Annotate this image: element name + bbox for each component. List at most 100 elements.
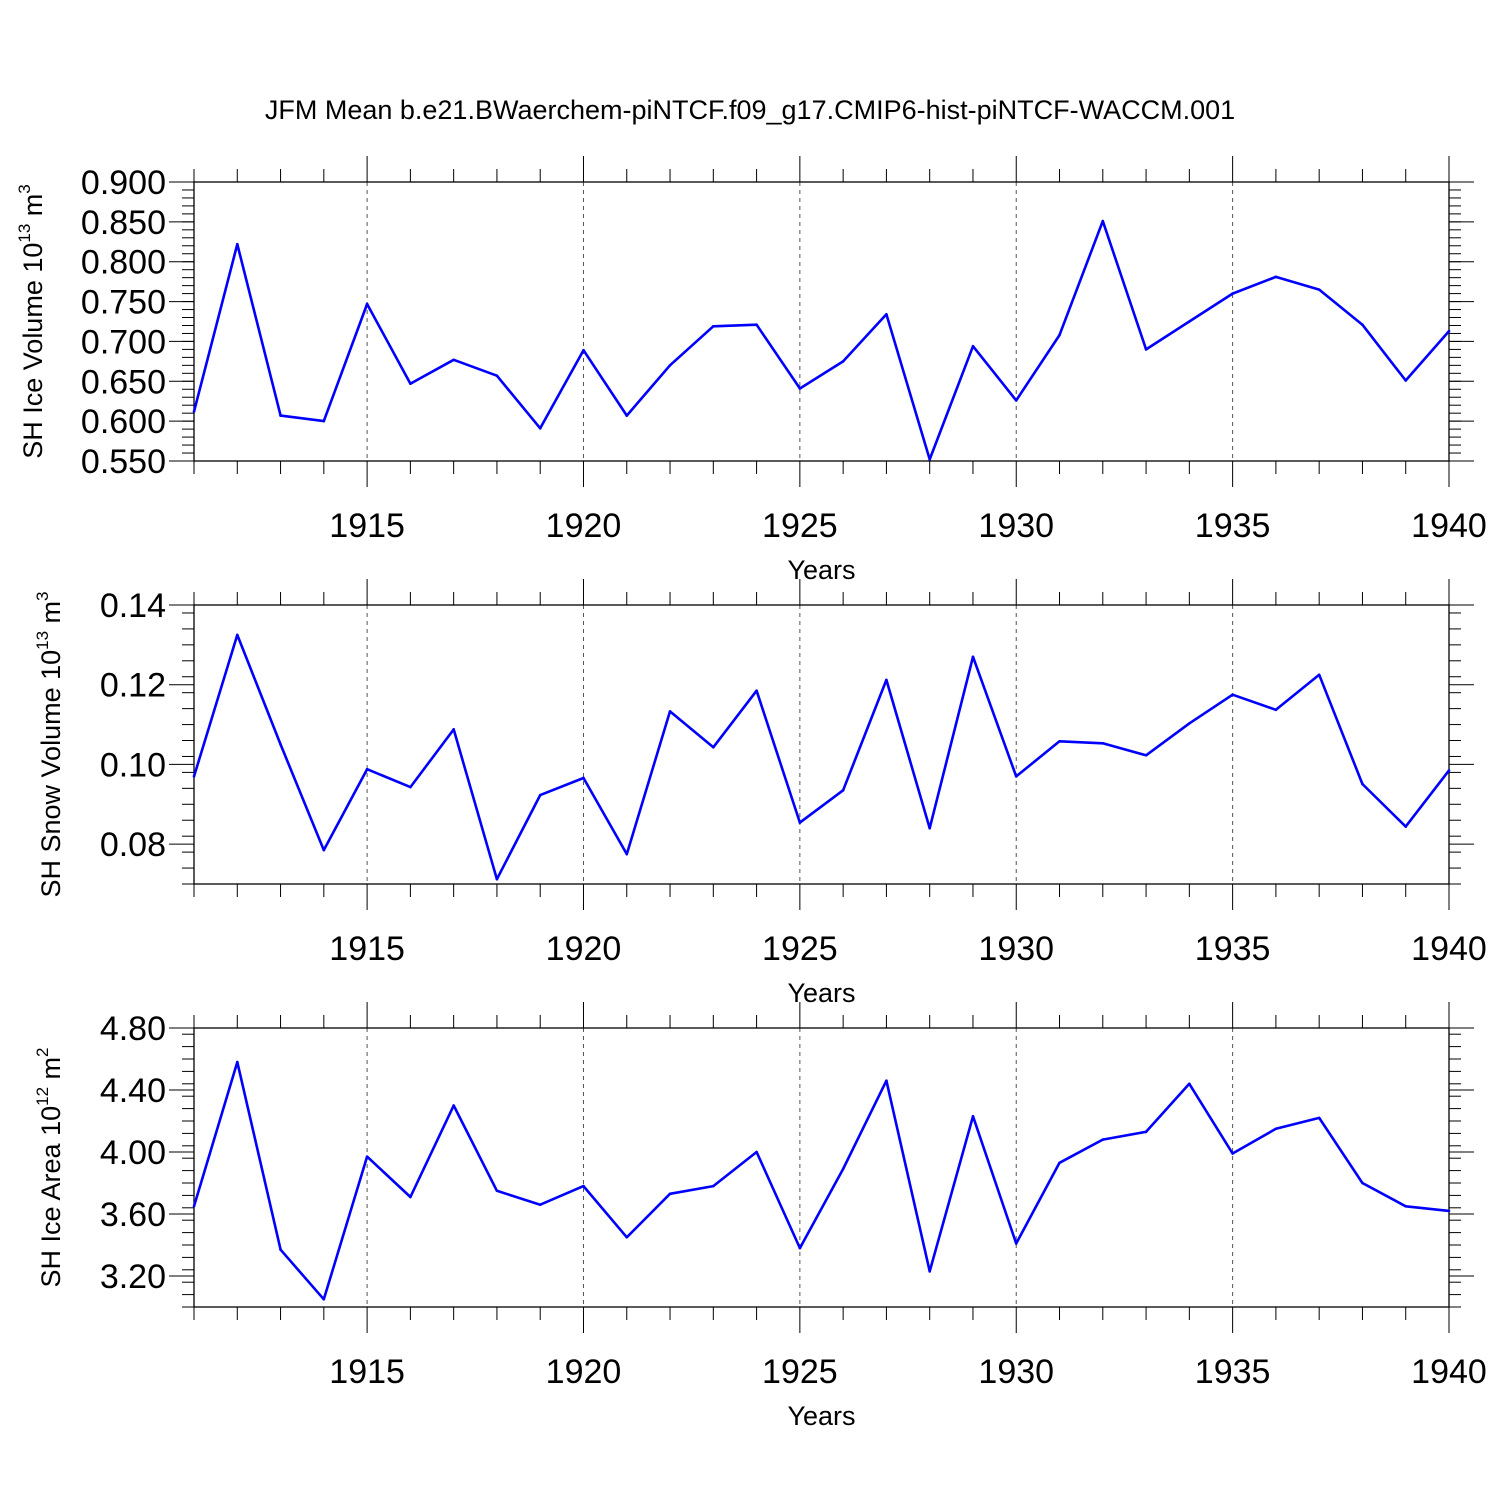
data-point (192, 410, 196, 413)
x-tick-label: 1935 (1195, 507, 1271, 545)
y-tick-label: 0.750 (81, 284, 166, 322)
data-point (1317, 673, 1321, 677)
y-tick-label: 0.800 (81, 244, 166, 282)
panel-snow-volume: 0.08 0.10 0.12 0.14 1915 1920 1925 1930 1935 1940… (33, 579, 1487, 1008)
data-point (495, 374, 499, 378)
series-line-ice-area (192, 1060, 1450, 1301)
x-tick-label: 1940 (1411, 930, 1487, 968)
data-point (235, 633, 239, 637)
data-point (1144, 753, 1148, 757)
data-point (1231, 292, 1234, 295)
data-point (755, 1150, 758, 1154)
chart-title: JFM Mean b.e21.BWaerchem-piNTCF.f09_g17.… (265, 95, 1235, 125)
y-tick-label: 0.550 (81, 443, 166, 481)
y-tick-label: 0.12 (100, 667, 166, 705)
data-point (1274, 708, 1278, 712)
x-tick-label: 1915 (329, 1353, 405, 1391)
x-axis-label: Years (787, 555, 855, 585)
data-point (1361, 323, 1364, 326)
y-tick-label: 0.850 (81, 204, 166, 242)
data-point (885, 1079, 888, 1082)
x-tick-label: 1935 (1195, 1353, 1271, 1391)
data-point (841, 789, 845, 792)
y-axis-label: SH Snow Volume 1013 m3 (33, 591, 66, 897)
data-point (1231, 693, 1234, 696)
data-point (1404, 379, 1408, 382)
y-tick-label: 4.00 (100, 1134, 166, 1172)
x-tick-label: 1930 (978, 1353, 1054, 1391)
data-point (668, 710, 672, 713)
data-point (1188, 722, 1191, 725)
data-point (1317, 288, 1321, 291)
data-point (1188, 1082, 1191, 1086)
data-point (625, 414, 629, 417)
data-point (538, 793, 542, 797)
data-point (1274, 275, 1278, 279)
data-point (625, 1235, 629, 1239)
y-tick-label: 4.40 (100, 1072, 166, 1110)
y-tick-label: 0.700 (81, 323, 166, 361)
x-tick-label: 1925 (762, 930, 838, 968)
data-point (365, 1155, 369, 1158)
data-point (712, 1184, 715, 1188)
data-point (235, 1060, 239, 1064)
data-point (755, 323, 758, 326)
data-point (798, 821, 802, 824)
data-point (279, 1248, 282, 1251)
x-tick-label: 1920 (546, 1353, 622, 1391)
data-point (1447, 1209, 1451, 1213)
data-point (582, 776, 585, 780)
data-point (841, 360, 845, 363)
y-tick-label: 0.14 (100, 587, 166, 625)
data-point (1058, 740, 1061, 743)
data-point (235, 242, 239, 246)
panel-ice-volume: 0.5500.6000.6500.7000.7500.8000.8500.900… (15, 156, 1487, 585)
data-point (1144, 1130, 1148, 1134)
data-point (1361, 1181, 1364, 1185)
y-tick-label: 4.80 (100, 1010, 166, 1048)
data-point (712, 324, 715, 328)
data-point (538, 1203, 542, 1206)
data-point (1447, 769, 1451, 772)
data-point (841, 1167, 845, 1171)
y-tick-label: 0.08 (100, 826, 166, 864)
data-point (928, 826, 931, 830)
data-point (1404, 825, 1408, 828)
data-point (582, 348, 585, 352)
y-tick-label: 3.60 (100, 1196, 166, 1234)
data-point (755, 689, 758, 692)
data-point (1014, 775, 1018, 778)
plot-frame (193, 1027, 1450, 1308)
data-point (885, 678, 888, 682)
plot-frame (193, 604, 1450, 885)
x-tick-label: 1940 (1411, 507, 1487, 545)
data-point (1188, 320, 1191, 323)
x-tick-label: 1915 (329, 930, 405, 968)
series-line-ice-volume (192, 219, 1450, 461)
y-axis-label: SH Ice Volume 1013 m3 (15, 184, 48, 459)
data-point (971, 344, 975, 348)
x-tick-label: 1940 (1411, 1353, 1487, 1391)
data-point (625, 852, 629, 856)
x-axis-label: Years (787, 978, 855, 1008)
data-point (365, 767, 369, 771)
data-point (928, 1270, 931, 1273)
data-point (885, 313, 888, 316)
data-point (971, 1115, 975, 1118)
y-tick-label: 0.600 (81, 403, 166, 441)
y-tick-label: 0.10 (100, 746, 166, 784)
data-point (1404, 1204, 1408, 1208)
data-point (365, 302, 369, 306)
x-tick-label: 1930 (978, 930, 1054, 968)
panel-ice-area: 3.20 3.60 4.00 4.40 4.80 1915 1920 1925 1930 1935… (33, 1002, 1487, 1431)
data-point (668, 1192, 672, 1196)
data-point (409, 1195, 412, 1199)
data-point (1014, 1242, 1018, 1245)
plot-frame (193, 181, 1450, 462)
data-point (1447, 329, 1451, 333)
data-point (279, 743, 282, 746)
data-point (495, 1189, 499, 1193)
data-point (1101, 742, 1105, 745)
